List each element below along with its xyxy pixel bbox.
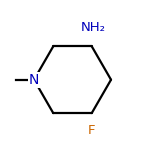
Text: NH₂: NH₂: [81, 21, 106, 34]
Text: F: F: [88, 124, 96, 137]
Text: N: N: [29, 73, 39, 87]
